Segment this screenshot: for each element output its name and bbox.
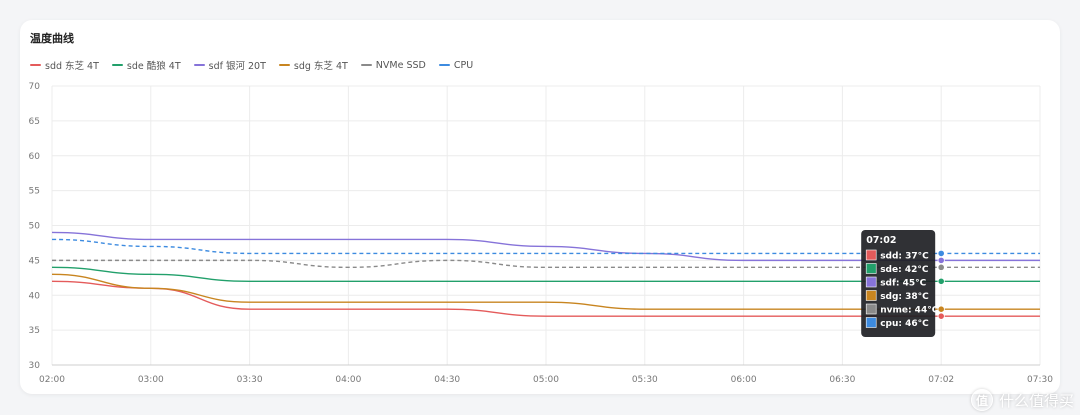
y-tick-label: 30	[29, 361, 41, 371]
x-tick-label: 04:00	[335, 375, 361, 385]
temperature-line-chart: 30 35 40 45 50 55 60 65 70 02:00 03:00 03:30 04:00 04…	[29, 82, 1054, 385]
x-tick-label: 02:00	[39, 375, 65, 385]
hover-point-sde	[937, 277, 945, 285]
y-tick-label: 65	[29, 117, 40, 127]
chart-tooltip: 07:02 sdd: 37°C sde: 42°C sdf: 45°C sdg: 38°…	[861, 230, 939, 337]
legend-item-cpu[interactable]: CPU	[438, 59, 474, 71]
hover-point-sdg	[937, 305, 945, 313]
y-tick-label: 60	[29, 152, 41, 162]
legend-swatch	[438, 64, 450, 66]
tooltip-swatch	[865, 249, 877, 261]
tooltip-row: cpu: 46°C	[880, 319, 929, 329]
y-tick-label: 40	[29, 291, 41, 301]
x-tick-label: 03:30	[237, 375, 263, 385]
tooltip-swatch	[865, 303, 877, 315]
legend-item-sdf[interactable]: sdf 银河 20T	[193, 58, 266, 72]
tooltip-row: sdf: 45°C	[880, 279, 926, 289]
x-tick-label: 07:30	[1027, 375, 1053, 385]
tooltip-swatch	[865, 263, 877, 274]
x-tick-label: 04:30	[434, 375, 460, 385]
legend-swatch	[278, 64, 290, 66]
x-tick-label: 06:00	[731, 375, 757, 385]
hover-point-sdf	[937, 256, 945, 264]
y-tick-label: 35	[29, 326, 40, 336]
legend-swatch	[111, 64, 123, 66]
legend-label: NVMe SSD	[375, 59, 426, 71]
tooltip-swatch	[865, 290, 877, 301]
legend-item-nvme[interactable]: NVMe SSD	[360, 59, 426, 71]
chart-legend: sdd 东芝 4T sde 酷狼 4T sdf 银河 20T sdg 东芝 4T NVM…	[30, 58, 473, 72]
legend-swatch	[360, 64, 372, 66]
tooltip-background	[861, 230, 936, 337]
legend-swatch	[193, 64, 205, 66]
tooltip-swatch	[865, 276, 877, 288]
y-tick-label: 45	[29, 256, 40, 266]
legend-item-sde[interactable]: sde 酷狼 4T	[111, 58, 181, 72]
x-tick-label: 05:30	[632, 375, 658, 385]
x-tick-label: 03:00	[138, 375, 164, 385]
watermark: 值 什么值得买	[970, 389, 1074, 411]
legend-label: sdd 东芝 4T	[45, 61, 99, 72]
legend-item-sdd[interactable]: sdd 东芝 4T	[30, 58, 99, 72]
y-tick-label: 70	[29, 82, 41, 92]
y-tick-label: 55	[29, 187, 40, 197]
tooltip-swatch	[865, 317, 877, 328]
chart-title: 温度曲线	[30, 32, 74, 45]
temperature-chart-card: 温度曲线 sdd 东芝 4T sde 酷狼 4T sdf 银河 20T sdg 东芝 …	[20, 20, 1060, 394]
x-tick-label: 06:30	[829, 375, 855, 385]
tooltip-row: sde: 42°C	[880, 265, 929, 275]
tooltip-row: sdd: 37°C	[880, 252, 929, 262]
hover-point-nvme	[937, 263, 945, 271]
watermark-logo-icon: 值	[970, 389, 993, 411]
y-tick-label: 50	[29, 222, 41, 232]
legend-label: sdf 银河 20T	[208, 61, 266, 72]
legend-label: CPU	[453, 59, 474, 71]
legend-item-sdg[interactable]: sdg 东芝 4T	[278, 58, 348, 72]
legend-label: sde 酷狼 4T	[126, 61, 181, 72]
tooltip-row: nvme: 44°C	[880, 306, 939, 316]
hover-point-cpu	[937, 249, 945, 257]
hover-point-sdd	[937, 312, 945, 320]
tooltip-title: 07:02	[866, 235, 896, 246]
x-tick-label: 05:00	[533, 375, 559, 385]
legend-swatch	[30, 64, 41, 66]
tooltip-row: sdg: 38°C	[880, 292, 929, 302]
x-tick-label: 07:02	[928, 375, 954, 385]
legend-label: sdg 东芝 4T	[293, 61, 348, 72]
watermark-text: 什么值得买	[998, 391, 1074, 410]
